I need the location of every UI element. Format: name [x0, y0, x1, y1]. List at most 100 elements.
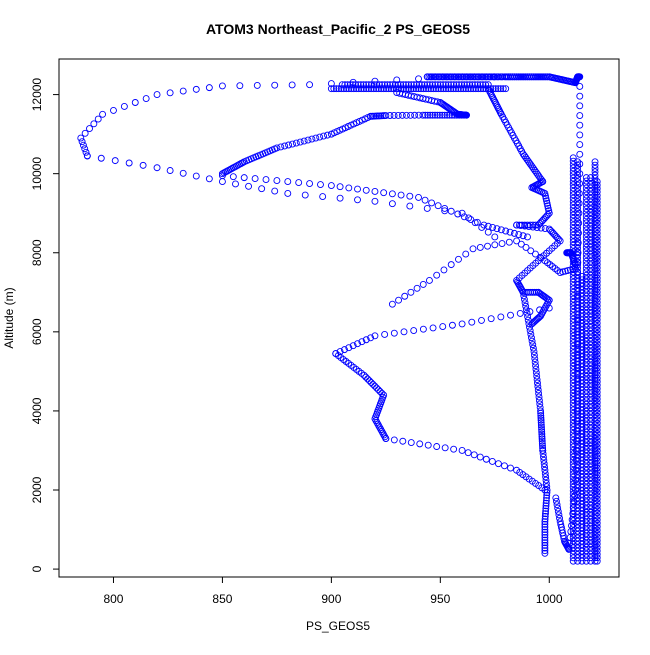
data-point — [569, 557, 577, 565]
data-point — [354, 185, 361, 193]
data-point — [494, 460, 502, 468]
data-point — [582, 540, 590, 548]
data-point — [574, 191, 582, 199]
data-point — [527, 247, 535, 255]
data-point — [535, 390, 543, 397]
data-point — [394, 111, 402, 119]
x-tick-label: 850 — [212, 592, 232, 606]
data-point — [569, 342, 577, 350]
data-point — [582, 383, 590, 391]
data-point — [454, 210, 462, 218]
data-point — [240, 174, 248, 182]
data-point — [458, 81, 466, 89]
data-point — [541, 531, 549, 539]
data-point — [539, 442, 546, 450]
data-point — [593, 533, 601, 541]
data-point — [541, 544, 549, 552]
data-point — [587, 515, 595, 523]
data-point — [593, 267, 601, 275]
data-point — [574, 381, 582, 389]
data-point — [574, 254, 582, 262]
data-point — [488, 458, 496, 465]
data-point — [433, 443, 441, 450]
data-point — [574, 301, 582, 309]
data-point — [374, 420, 382, 428]
data-point — [574, 341, 582, 349]
data-point — [327, 80, 335, 87]
data-point — [378, 389, 386, 397]
data-point — [593, 440, 601, 448]
data-point — [459, 85, 467, 93]
data-point — [593, 274, 601, 282]
data-point — [569, 218, 577, 226]
data-point — [593, 236, 601, 244]
data-point — [474, 81, 482, 89]
data-point — [153, 91, 161, 99]
data-point — [593, 257, 601, 265]
data-point — [582, 435, 590, 443]
data-point — [526, 323, 533, 331]
y-tick-label: 2000 — [30, 476, 44, 503]
data-point — [541, 73, 549, 81]
data-point — [380, 431, 388, 439]
data-point — [587, 236, 595, 244]
data-point — [424, 441, 432, 449]
data-point — [593, 443, 601, 451]
data-point — [526, 327, 534, 335]
data-point — [582, 481, 590, 488]
data-point — [593, 271, 601, 279]
data-point — [357, 81, 365, 89]
data-point — [593, 319, 601, 327]
data-point — [192, 85, 200, 93]
data-point — [431, 81, 439, 89]
data-point — [587, 508, 595, 516]
data-point — [582, 533, 590, 541]
data-point — [593, 285, 601, 293]
data-point — [538, 435, 546, 443]
data-point — [542, 476, 550, 484]
data-point — [179, 87, 187, 95]
data-point — [520, 295, 528, 303]
data-point — [522, 244, 530, 251]
data-point — [574, 348, 582, 355]
data-point — [236, 82, 244, 90]
data-point — [569, 204, 577, 212]
data-point — [587, 522, 595, 530]
data-point — [345, 85, 353, 93]
data-point — [335, 85, 343, 93]
data-point — [362, 81, 370, 89]
data-point — [281, 142, 289, 150]
data-point — [593, 543, 601, 551]
data-point — [578, 514, 586, 522]
data-point — [362, 186, 370, 194]
data-point — [541, 189, 549, 197]
data-point — [574, 557, 582, 565]
data-point — [593, 219, 601, 227]
data-point — [447, 81, 455, 89]
data-point — [542, 192, 549, 200]
data-point — [81, 145, 89, 153]
data-point — [534, 386, 542, 394]
data-point — [407, 111, 414, 119]
data-point — [582, 369, 590, 377]
data-point — [417, 85, 425, 93]
data-point — [582, 529, 590, 537]
data-point — [569, 399, 577, 407]
data-point — [593, 402, 601, 410]
data-point — [540, 460, 548, 468]
data-point — [576, 150, 584, 158]
data-point — [582, 501, 590, 509]
data-point — [582, 407, 590, 415]
data-point — [556, 514, 563, 522]
data-point — [340, 85, 348, 93]
data-point — [593, 181, 601, 189]
data-point — [576, 131, 584, 139]
data-point — [352, 85, 360, 93]
data-point — [336, 194, 344, 202]
data-point — [541, 515, 549, 523]
data-point — [406, 192, 414, 200]
data-point — [342, 85, 350, 93]
data-point — [327, 85, 335, 93]
data-point — [574, 241, 582, 249]
